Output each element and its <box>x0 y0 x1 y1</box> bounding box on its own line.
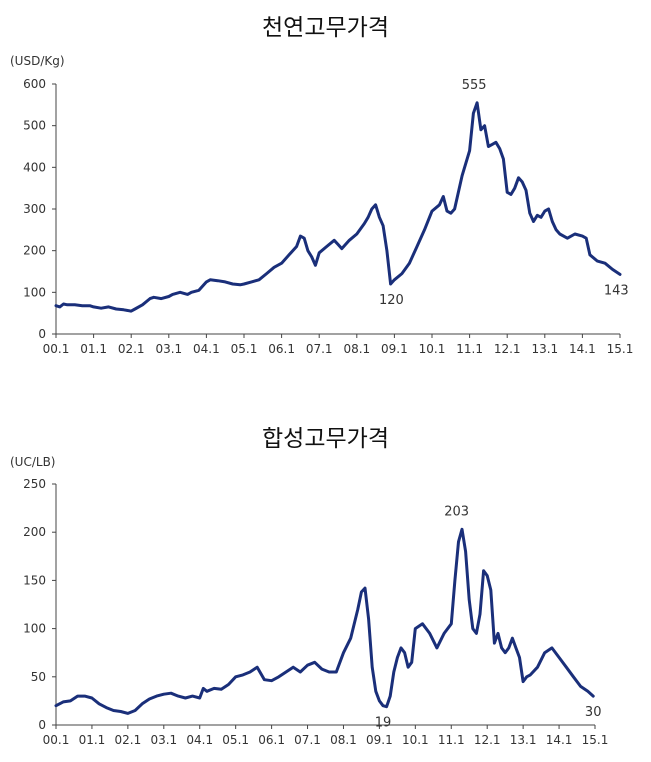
price-line-synthetic <box>54 527 595 715</box>
x-tick-label-synthetic: 09.1 <box>366 733 393 747</box>
x-tick-label-natural: 08.1 <box>343 342 370 356</box>
y-tick-label-synthetic: 200 <box>23 525 46 539</box>
x-tick-label-natural: 13.1 <box>531 342 558 356</box>
x-tick-label-natural: 14.1 <box>569 342 596 356</box>
y-tick-label-synthetic: 50 <box>31 670 46 684</box>
y-tick-label-natural: 500 <box>23 119 46 133</box>
x-tick-label-natural: 02.1 <box>118 342 145 356</box>
value-annotation-synthetic: 203 <box>444 504 469 519</box>
y-tick-label-natural: 600 <box>23 77 46 91</box>
x-tick-label-natural: 05.1 <box>231 342 258 356</box>
x-tick-label-natural: 10.1 <box>419 342 446 356</box>
value-annotation-natural: 555 <box>462 78 487 93</box>
x-tick-label-synthetic: 08.1 <box>330 733 357 747</box>
x-tick-label-natural: 00.1 <box>43 342 70 356</box>
x-tick-label-natural: 12.1 <box>494 342 521 356</box>
x-tick-label-synthetic: 03.1 <box>150 733 177 747</box>
x-tick-label-synthetic: 10.1 <box>402 733 429 747</box>
y-tick-label-natural: 400 <box>23 160 46 174</box>
x-tick-label-natural: 03.1 <box>155 342 182 356</box>
x-tick-label-synthetic: 15.1 <box>582 733 609 747</box>
x-tick-label-synthetic: 04.1 <box>186 733 213 747</box>
value-annotation-synthetic: 19 <box>375 716 392 731</box>
value-annotation-natural: 120 <box>379 293 404 308</box>
y-tick-label-synthetic: 100 <box>23 622 46 636</box>
y-tick-label-natural: 300 <box>23 202 46 216</box>
x-tick-label-natural: 01.1 <box>80 342 107 356</box>
y-tick-label-natural: 200 <box>23 244 46 258</box>
x-tick-label-natural: 07.1 <box>306 342 333 356</box>
x-tick-label-synthetic: 02.1 <box>115 733 142 747</box>
x-tick-label-synthetic: 13.1 <box>510 733 537 747</box>
x-tick-label-synthetic: 14.1 <box>546 733 573 747</box>
x-tick-label-synthetic: 00.1 <box>43 733 70 747</box>
y-tick-label-synthetic: 150 <box>23 573 46 587</box>
x-tick-label-synthetic: 12.1 <box>474 733 501 747</box>
price-line-natural <box>54 101 622 313</box>
chart-title-synthetic-rubber: 합성고무가격 <box>262 426 389 452</box>
x-tick-label-synthetic: 11.1 <box>438 733 465 747</box>
value-annotation-synthetic: 30 <box>585 705 602 720</box>
x-tick-label-natural: 11.1 <box>456 342 483 356</box>
y-axis-unit-synthetic-rubber: (UC/LB) <box>10 455 56 469</box>
y-tick-label-synthetic: 0 <box>38 718 46 732</box>
x-tick-label-natural: 15.1 <box>607 342 634 356</box>
x-tick-label-synthetic: 05.1 <box>222 733 249 747</box>
y-axis-unit-natural-rubber: (USD/Kg) <box>10 54 65 68</box>
y-tick-label-synthetic: 250 <box>23 477 46 491</box>
x-tick-label-natural: 06.1 <box>268 342 295 356</box>
x-tick-label-natural: 09.1 <box>381 342 408 356</box>
x-tick-label-synthetic: 01.1 <box>79 733 106 747</box>
chart-title-natural-rubber: 천연고무가격 <box>262 15 389 41</box>
x-tick-label-synthetic: 06.1 <box>258 733 285 747</box>
x-tick-label-synthetic: 07.1 <box>294 733 321 747</box>
x-tick-label-natural: 04.1 <box>193 342 220 356</box>
y-tick-label-natural: 100 <box>23 285 46 299</box>
y-tick-label-natural: 0 <box>38 327 46 341</box>
value-annotation-natural: 143 <box>604 283 629 298</box>
